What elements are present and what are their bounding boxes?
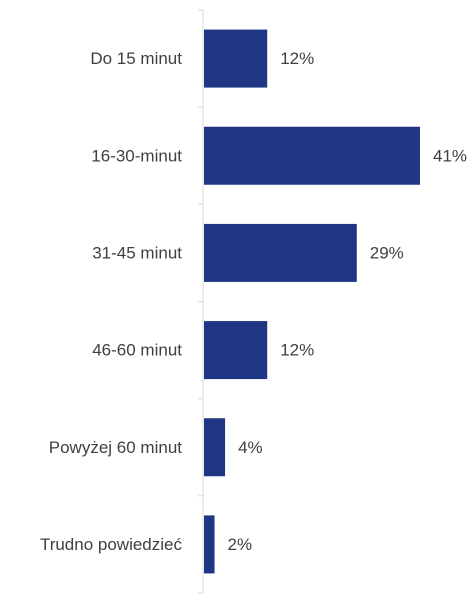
bar (204, 29, 268, 88)
bar (204, 223, 357, 282)
bar (204, 515, 215, 574)
category-label: Powyżej 60 minut (49, 438, 183, 457)
category-label: 46-60 minut (92, 341, 182, 360)
category-label: Trudno powiedzieć (40, 535, 183, 554)
category-label: Do 15 minut (90, 49, 182, 68)
bar (204, 321, 268, 380)
data-label: 4% (238, 438, 263, 457)
data-label: 29% (370, 243, 404, 262)
bar (204, 126, 420, 185)
category-labels: Do 15 minut 16-30-minut 31-45 minut 46-60 m… (40, 49, 183, 554)
data-label: 12% (280, 341, 314, 360)
category-label: 16-30-minut (91, 146, 182, 165)
category-label: 31-45 minut (92, 243, 182, 262)
data-label: 12% (280, 49, 314, 68)
bar (204, 418, 226, 477)
axis-layer (198, 9, 204, 594)
bars-layer (204, 29, 420, 574)
data-label: 2% (228, 535, 253, 554)
data-label: 41% (433, 146, 467, 165)
value-labels: 12% 41% 29% 12% 4% 2% (228, 49, 467, 554)
